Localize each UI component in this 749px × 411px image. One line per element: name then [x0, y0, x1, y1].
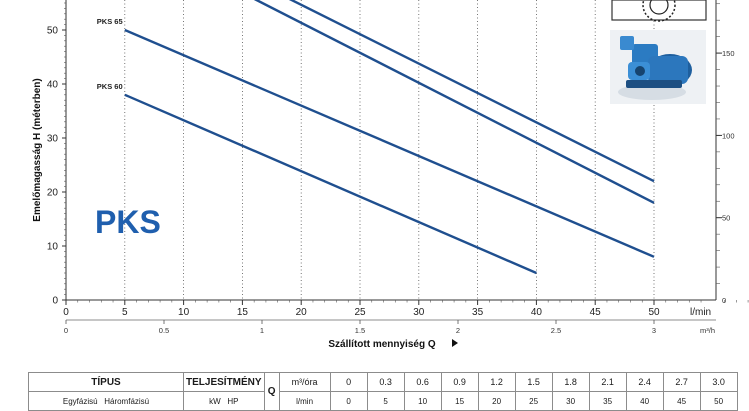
table-q-value: 0.6	[403, 372, 442, 392]
curve-label: PKS 60	[97, 82, 123, 91]
y-axis-title: Emelőmagasság H (méterben)	[32, 78, 43, 221]
table-subheader-power: kW HP	[183, 391, 265, 411]
table-header-q: Q	[263, 372, 280, 411]
table-lmin-value: 30	[551, 391, 590, 411]
y-tick-label: 40	[47, 80, 59, 91]
pump-curve-3	[253, 0, 655, 204]
x-tick-label: 5	[122, 307, 128, 318]
x-tick-label: 15	[237, 307, 249, 318]
table-q-value: 0	[329, 372, 368, 392]
table-lmin-value: 45	[662, 391, 701, 411]
table-sub-egyfazisu: Egyfázisú	[62, 396, 98, 406]
x-unit-m3h-label: m³/h	[700, 326, 715, 335]
table-lmin-value: 15	[440, 391, 479, 411]
table-q-value: 0.9	[440, 372, 479, 392]
table-unit-lmin: l/min	[278, 391, 331, 411]
y-right-tick-label: 100	[722, 131, 735, 140]
table-sub-haromfazisu: Háromfázisú	[104, 396, 150, 406]
x-tick-label: 40	[531, 307, 543, 318]
table-header-teljesitmeny: TELJESÍTMÉNY	[183, 372, 265, 392]
x-axis-title-group: Szállított mennyiség Q	[328, 339, 458, 350]
impeller-image	[611, 0, 707, 22]
curve-label: PKS 65	[97, 17, 123, 26]
pump-curves	[124, 0, 655, 275]
y-tick-label: 20	[47, 188, 59, 199]
table-lmin-value: 40	[625, 391, 664, 411]
table-q-value: 0.3	[366, 372, 405, 392]
performance-table: TÍPUS TELJESÍTMÉNY Q m³/óra 0 0.3 0.6 0.…	[28, 372, 738, 411]
table-q-value: 3.0	[699, 372, 738, 392]
pump-photo	[610, 30, 706, 104]
y-axis-right-ticks: 50 100 150 0	[716, 3, 735, 305]
y-axis-ticks: 0 10 20 30 40 50	[47, 2, 66, 307]
pump-curve-1	[124, 93, 537, 275]
table-q-value: 1.5	[514, 372, 553, 392]
x-tick-label: 0	[63, 307, 69, 318]
arrow-right-icon	[452, 339, 458, 347]
curve-labels: PKS 60 PKS 65	[97, 17, 123, 91]
table-lmin-value: 50	[699, 391, 738, 411]
y-right-tick-label: 0	[722, 296, 726, 305]
pump-curve-4	[288, 0, 655, 183]
y-tick-label: 0	[52, 296, 58, 307]
x-m3h-tick-label: 0.5	[159, 326, 169, 335]
x-m3h-tick-label: 2	[456, 326, 460, 335]
table-subheader-phase: Egyfázisú Háromfázisú	[28, 391, 184, 411]
y-tick-label: 50	[47, 26, 59, 37]
y-right-tick-label: 150	[722, 49, 735, 58]
x-m3h-tick-label: 2.5	[551, 326, 561, 335]
table-lmin-value: 25	[514, 391, 553, 411]
table-q-value: 1.8	[551, 372, 590, 392]
x-m3h-tick-label: 3	[652, 326, 656, 335]
x-tick-label: 10	[178, 307, 190, 318]
table-header-tipus: TÍPUS	[28, 372, 184, 392]
table-unit-m3h: m³/óra	[278, 372, 331, 392]
table-lmin-value: 10	[403, 391, 442, 411]
table-lmin-value: 0	[329, 391, 368, 411]
x-m3h-tick-label: 0	[64, 326, 68, 335]
y-tick-label: 30	[47, 134, 59, 145]
table-q-value: 2.4	[625, 372, 664, 392]
table-q-value: 2.7	[662, 372, 701, 392]
table-sub-hp: HP	[227, 396, 239, 406]
table-q-value: 1.2	[477, 372, 516, 392]
table-lmin-value: 5	[366, 391, 405, 411]
x-m3h-tick-label: 1	[260, 326, 264, 335]
series-brand-label: PKS	[95, 204, 161, 240]
pump-curve-2	[124, 28, 655, 258]
table-lmin-value: 35	[588, 391, 627, 411]
y-tick-label: 10	[47, 242, 59, 253]
table-sub-kw: kW	[209, 396, 221, 406]
x-tick-label: 25	[354, 307, 366, 318]
x-axis-title: Szállított mennyiség Q	[328, 339, 435, 350]
x-unit-lmin-label: l/min	[690, 307, 711, 318]
x-tick-label: 20	[296, 307, 308, 318]
x-m3h-tick-label: 1.5	[355, 326, 365, 335]
x-tick-label: 30	[413, 307, 425, 318]
table-q-value: 2.1	[588, 372, 627, 392]
x-axis-m3h-ticks: 0 0.5 1 1.5 2 2.5 3	[64, 320, 656, 335]
x-tick-label: 45	[590, 307, 602, 318]
y-right-tick-label: 50	[722, 214, 730, 223]
vertical-gridlines	[124, 0, 655, 300]
x-tick-label: 50	[648, 307, 660, 318]
x-tick-label: 35	[472, 307, 484, 318]
table-lmin-value: 20	[477, 391, 516, 411]
x-axis-lmin-ticks: 0 5 10 15 20 25 30 35 40 45 50	[63, 300, 749, 321]
